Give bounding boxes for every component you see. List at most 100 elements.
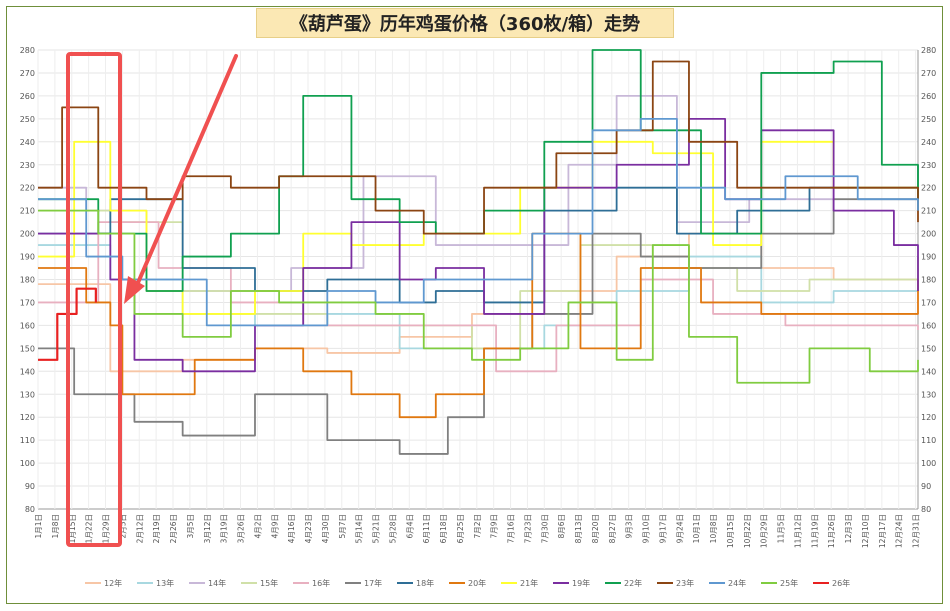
y-tick-label-left: 270 <box>20 69 35 78</box>
x-tick-label: 4月16日 <box>287 514 296 543</box>
x-tick-label: 9月17日 <box>658 514 667 543</box>
x-tick-label: 5月21日 <box>372 514 381 543</box>
x-tick-label: 7月2日 <box>473 514 482 539</box>
y-tick-label-right: 220 <box>921 184 936 193</box>
x-tick-label: 7月9日 <box>490 514 499 539</box>
y-tick-label-left: 180 <box>20 276 35 285</box>
arrow-shaft <box>132 54 238 294</box>
legend-label: 26年 <box>832 578 850 588</box>
series-line <box>38 164 919 455</box>
y-tick-label-right: 230 <box>921 161 936 170</box>
chart-title-box: 《葫芦蛋》历年鸡蛋价格（360枚/箱）走势 <box>256 8 674 38</box>
series-line <box>38 232 919 419</box>
x-tick-label: 6月18日 <box>439 514 448 543</box>
x-tick-label: 5月14日 <box>355 514 364 543</box>
y-tick-label-right: 90 <box>921 482 931 491</box>
legend-label: 15年 <box>260 578 278 588</box>
x-tick-label: 12月17日 <box>878 514 887 548</box>
x-tick-label: 3月12日 <box>203 514 212 543</box>
x-tick-label: 12月31日 <box>912 514 921 548</box>
y-tick-label-right: 270 <box>921 69 936 78</box>
x-tick-label: 5月28日 <box>388 514 397 543</box>
series-line <box>38 60 919 235</box>
series-lines <box>38 49 919 455</box>
y-tick-label-right: 160 <box>921 321 936 330</box>
y-tick-label-right: 80 <box>921 505 931 514</box>
y-tick-label-right: 120 <box>921 413 936 422</box>
y-tick-label-left: 170 <box>20 298 35 307</box>
series-line <box>38 209 919 384</box>
x-tick-label: 8月20日 <box>591 514 600 543</box>
y-tick-label-left: 130 <box>20 390 35 399</box>
series-line <box>38 140 918 315</box>
y-tick-label-left: 250 <box>20 115 35 124</box>
x-tick-label: 5月7日 <box>338 514 347 539</box>
legend-label: 23年 <box>676 578 694 588</box>
x-tick-label: 12月24日 <box>895 514 904 548</box>
y-tick-label-right: 110 <box>921 436 936 445</box>
x-tick-label: 9月10日 <box>642 514 651 543</box>
legend-label: 25年 <box>780 578 798 588</box>
arrow-head <box>124 276 145 304</box>
x-tick-label: 3月19日 <box>220 514 229 543</box>
x-tick-label: 7月16日 <box>507 514 516 543</box>
x-tick-label: 6月11日 <box>422 514 431 543</box>
y-tick-label-left: 140 <box>20 367 35 376</box>
y-tick-label-left: 240 <box>20 138 35 147</box>
x-tick-label: 9月3日 <box>625 514 634 539</box>
legend-label: 16年 <box>312 578 330 588</box>
x-tick-label: 4月30日 <box>321 514 330 543</box>
y-axis-right: 80 90 100 110 120 130 140 150 160 170 180 190 200 210… <box>921 46 936 514</box>
x-tick-label: 2月19日 <box>152 514 161 543</box>
x-tick-label: 1月1日 <box>34 514 43 539</box>
x-tick-label: 4月2日 <box>253 514 262 539</box>
x-tick-label: 1月15日 <box>68 514 77 543</box>
y-tick-label-right: 140 <box>921 367 936 376</box>
legend-label: 17年 <box>364 578 382 588</box>
x-tick-label: 4月9日 <box>270 514 279 539</box>
x-tick-label: 4月23日 <box>304 514 313 543</box>
y-tick-label-left: 280 <box>20 46 35 55</box>
x-tick-label: 1月22日 <box>85 514 94 543</box>
x-tick-label: 2月12日 <box>135 514 144 543</box>
x-tick-label: 11月26日 <box>827 514 836 548</box>
chart-frame <box>6 6 943 604</box>
x-tick-label: 3月26日 <box>237 514 246 543</box>
legend-label: 22年 <box>624 578 642 588</box>
x-tick-label: 2月5日 <box>118 514 127 539</box>
x-tick-label: 3月5日 <box>186 514 195 539</box>
x-tick-label: 7月23日 <box>523 514 532 543</box>
x-tick-label: 9月24日 <box>675 514 684 543</box>
legend-label: 14年 <box>208 578 226 588</box>
y-tick-label-right: 240 <box>921 138 936 147</box>
y-tick-label-right: 190 <box>921 253 936 262</box>
x-tick-label: 10月15日 <box>726 514 735 548</box>
chart-title: 《葫芦蛋》历年鸡蛋价格（360枚/箱）走势 <box>289 14 641 35</box>
y-tick-label-right: 280 <box>921 46 936 55</box>
highlight-box <box>66 52 122 547</box>
y-tick-label-left: 230 <box>20 161 35 170</box>
x-tick-label: 11月5日 <box>777 514 786 543</box>
y-tick-label-left: 200 <box>20 230 35 239</box>
y-tick-label-left: 260 <box>20 92 35 101</box>
y-tick-label-left: 100 <box>20 459 35 468</box>
legend: 12年 13年 14年 15年 16年 17年 18年 20年 21年 19年 22年 23年 24年 2… <box>85 578 850 588</box>
legend-label: 24年 <box>728 578 746 588</box>
y-tick-label-left: 90 <box>25 482 35 491</box>
y-tick-label-left: 210 <box>20 207 35 216</box>
series-line <box>38 117 919 327</box>
y-tick-label-left: 120 <box>20 413 35 422</box>
x-tick-label: 11月12日 <box>793 514 802 548</box>
legend-label: 12年 <box>104 578 122 588</box>
y-axis-left: 80 90 100 110 120 130 140 150 160 170 180 190 200 210… <box>20 46 35 514</box>
x-tick-label: 10月1日 <box>692 514 701 543</box>
legend-label: 13年 <box>156 578 174 588</box>
y-tick-label-right: 130 <box>921 390 936 399</box>
series-line <box>38 117 919 373</box>
x-tick-label: 8月27日 <box>608 514 617 543</box>
x-tick-label: 10月8日 <box>709 514 718 543</box>
legend-label: 21年 <box>520 578 538 588</box>
series-line <box>38 49 919 292</box>
legend-label: 18年 <box>416 578 434 588</box>
